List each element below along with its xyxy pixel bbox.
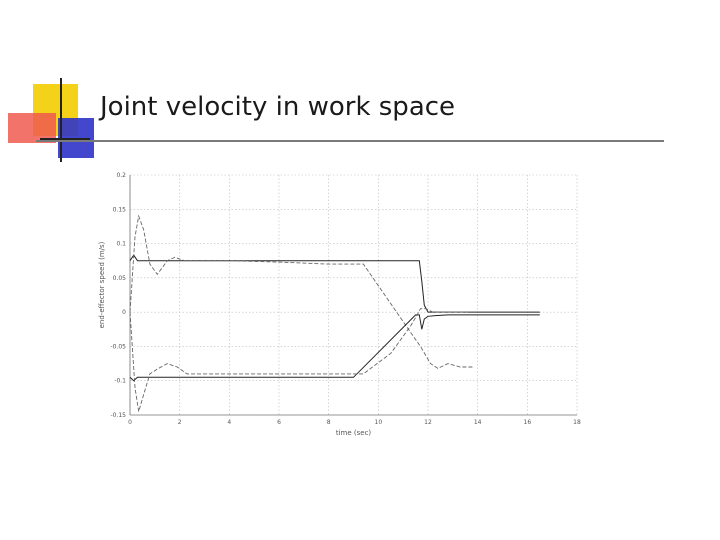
x-tick-label: 12 xyxy=(424,419,432,426)
chart-axes: 0 2 4 6 8 10 12 14 16 18 0.2 0.15 0.1 0.05 0 -0.05 -0.1 -… xyxy=(110,172,581,426)
horizontal-line xyxy=(40,138,90,140)
y-tick-label: 0 xyxy=(122,309,126,316)
y-tick-label: -0.15 xyxy=(110,412,126,419)
y-axis-label: end-effector speed (m/s) xyxy=(98,241,106,328)
series-line-4 xyxy=(129,308,468,412)
x-tick-label: 14 xyxy=(474,419,482,426)
x-tick-label: 0 xyxy=(128,419,132,426)
velocity-chart: 0 2 4 6 8 10 12 14 16 18 0.2 0.15 0.1 0.05 0 -0.05 -0.1 -… xyxy=(98,172,581,437)
slide-decoration xyxy=(0,0,100,165)
y-tick-label: 0.1 xyxy=(116,241,126,248)
x-tick-label: 6 xyxy=(277,419,281,426)
x-tick-label: 18 xyxy=(573,419,581,426)
y-tick-label: 0.05 xyxy=(113,275,127,282)
y-tick-label: -0.1 xyxy=(114,378,126,385)
title-underline xyxy=(36,140,664,142)
chart-grid xyxy=(129,174,578,416)
slide-title: Joint velocity in work space xyxy=(100,92,456,122)
x-tick-label: 4 xyxy=(227,419,231,426)
y-tick-label: 0.2 xyxy=(116,172,126,179)
series-line-1 xyxy=(129,254,540,313)
y-tick-label: 0.15 xyxy=(113,206,127,213)
chart-labels: time (sec) end-effector speed (m/s) xyxy=(98,241,371,437)
x-tick-label: 10 xyxy=(375,419,383,426)
vertical-line xyxy=(60,78,62,162)
x-tick-label: 16 xyxy=(524,419,532,426)
chart-series xyxy=(129,214,540,412)
x-tick-label: 2 xyxy=(178,419,182,426)
series-line-2 xyxy=(129,214,473,369)
series-line-3 xyxy=(129,314,540,382)
x-tick-label: 8 xyxy=(327,419,331,426)
x-axis-label: time (sec) xyxy=(336,429,372,437)
y-tick-label: -0.05 xyxy=(110,343,126,350)
